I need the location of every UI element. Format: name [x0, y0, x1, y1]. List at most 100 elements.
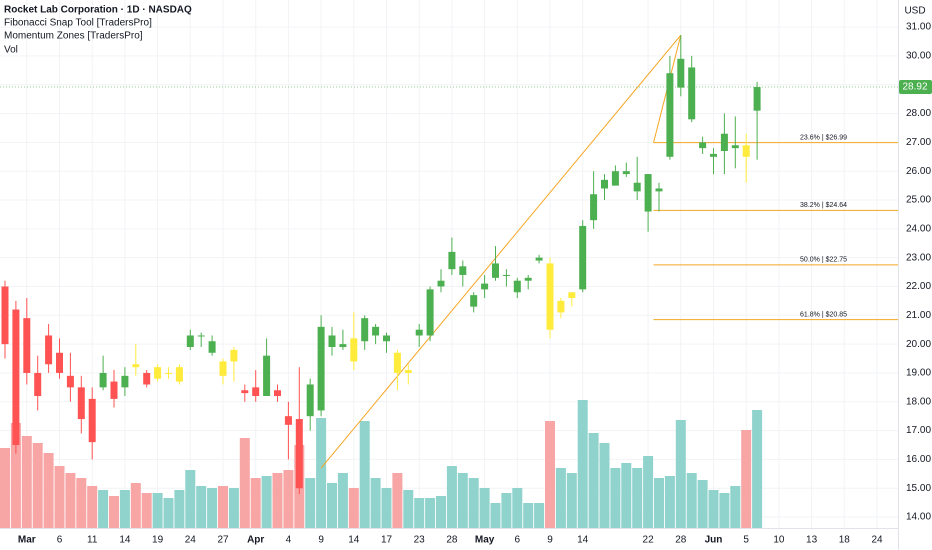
- x-tick-label: 9: [547, 535, 553, 546]
- y-tick-label: 21.00: [906, 310, 931, 321]
- y-tick-label: 15.00: [906, 483, 931, 494]
- volume-bar: [54, 466, 65, 528]
- volume-bar: [228, 488, 239, 528]
- x-tick-label: 18: [839, 535, 851, 546]
- candle-body: [88, 398, 96, 443]
- candle-body: [328, 335, 336, 348]
- candle-body: [143, 372, 151, 385]
- volume-bar: [327, 483, 337, 528]
- candle-body: [688, 67, 696, 120]
- y-tick-label: 28.00: [906, 108, 931, 119]
- candle-body: [437, 280, 445, 287]
- volume-bar: [566, 473, 577, 528]
- y-tick-label: 20.00: [906, 339, 931, 350]
- volume-bar: [675, 420, 686, 528]
- volume-bar: [0, 448, 10, 528]
- candle-body: [295, 419, 303, 489]
- candle-body: [284, 416, 292, 425]
- indicator-name: Fibonacci Snap Tool [TradersPro]: [4, 18, 152, 29]
- candle-body: [470, 295, 478, 307]
- x-tick-label: 27: [217, 535, 229, 546]
- x-tick-label: 4: [286, 535, 292, 546]
- volume-bar: [348, 488, 359, 528]
- candle-body: [644, 174, 652, 212]
- volume-bar: [446, 466, 457, 528]
- volume-bar: [588, 433, 599, 528]
- x-tick-label: 28: [446, 535, 458, 546]
- volume-bar: [316, 418, 327, 528]
- y-tick-label: 27.00: [906, 137, 931, 148]
- fib-label: 23.6% | $26.99: [800, 135, 847, 142]
- currency: USD: [904, 6, 925, 17]
- candle-body: [306, 384, 314, 417]
- volume-bar: [686, 473, 697, 528]
- x-tick-label: 24: [871, 535, 883, 546]
- fib-label: 38.2% | $24.64: [800, 202, 847, 209]
- volume-bar: [283, 470, 294, 528]
- candle-body: [175, 367, 183, 382]
- fib-label: 50.0% | $22.75: [800, 257, 847, 264]
- volume-bar: [218, 486, 228, 528]
- candle-body: [339, 344, 347, 348]
- candle-body: [699, 142, 707, 149]
- volume-bar: [272, 473, 283, 528]
- volume-bar: [261, 476, 272, 528]
- volume-bar: [621, 463, 632, 528]
- volume-bar: [10, 423, 21, 528]
- x-tick-label: 14: [348, 535, 360, 546]
- volume-bar: [76, 478, 87, 528]
- candle-body: [219, 361, 227, 376]
- last-price-box: [899, 80, 932, 95]
- x-tick-label: 10: [773, 535, 785, 546]
- x-tick-label: Mar: [18, 535, 36, 546]
- candle-body: [274, 390, 281, 396]
- candle-body: [590, 194, 598, 221]
- candle-body: [77, 387, 85, 420]
- x-tick-label: Apr: [247, 535, 264, 546]
- fib-label: 61.8% | $20.85: [800, 311, 847, 318]
- x-tick-label: 22: [643, 535, 655, 546]
- plot: 23.6% | $26.99 38.2% | $24.64 50.0% | $22.…: [0, 0, 898, 528]
- x-tick-label: 6: [515, 535, 521, 546]
- volume-bar: [337, 473, 348, 528]
- x-tick-label: 23: [414, 535, 426, 546]
- x-tick-label: 6: [57, 535, 63, 546]
- candle-body: [66, 375, 74, 388]
- volume-label: Vol: [4, 45, 18, 56]
- y-tick-label: 16.00: [906, 454, 931, 465]
- volume-bar: [196, 486, 207, 528]
- volume-bar: [599, 443, 610, 528]
- volume-bar: [239, 438, 250, 528]
- volume-bar: [534, 503, 545, 528]
- volume-bar: [752, 410, 763, 528]
- x-tick-label: 11: [87, 535, 98, 546]
- volume-bar: [403, 490, 414, 528]
- candle-body: [601, 179, 608, 189]
- volume-bar: [708, 490, 719, 528]
- x-tick-label: 9: [318, 535, 324, 546]
- volume-bar: [457, 473, 468, 528]
- candle-body: [546, 263, 554, 330]
- volume-bar: [414, 498, 425, 528]
- x-tick-label: 28: [675, 535, 687, 546]
- candle-body: [666, 73, 674, 157]
- candle-body: [655, 188, 663, 192]
- x-tick-label: 24: [185, 535, 197, 546]
- volume-bar: [741, 430, 752, 528]
- candle-body: [622, 171, 630, 175]
- candle-body: [742, 145, 750, 157]
- candle-body: [121, 375, 129, 388]
- volume-bar: [119, 490, 130, 528]
- candle-body: [535, 257, 543, 261]
- candle-body: [99, 372, 107, 388]
- candle-body: [502, 274, 510, 276]
- volume-bar: [719, 493, 730, 528]
- volume-bar: [370, 478, 381, 528]
- candle-body: [186, 335, 194, 348]
- y-tick-label: 17.00: [906, 425, 931, 436]
- x-tick-label: 17: [381, 535, 393, 546]
- candle-body: [208, 341, 216, 353]
- y-tick-label: 19.00: [906, 368, 931, 379]
